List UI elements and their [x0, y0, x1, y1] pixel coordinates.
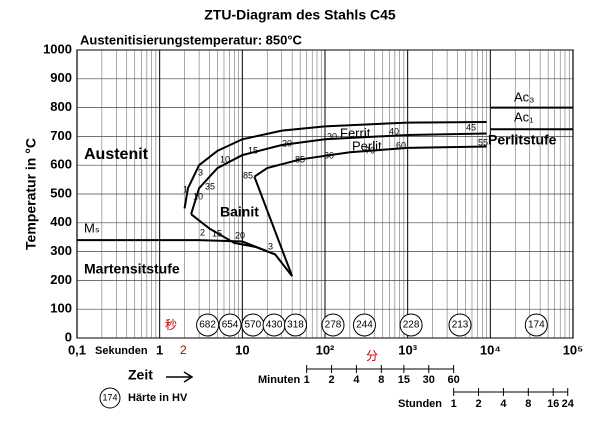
annotation: 15 — [212, 228, 222, 238]
hardness-label: 174 — [528, 320, 545, 331]
y-tick-label: 300 — [50, 243, 72, 258]
hour-tick-label: 16 — [547, 398, 559, 410]
hour-tick-label: 1 — [451, 398, 457, 410]
red-label: 分 — [366, 349, 378, 363]
legend-sample: 174 — [102, 392, 117, 402]
annotation: 60 — [396, 140, 406, 150]
minutes-label: Minuten — [258, 374, 300, 386]
minute-tick-label: 1 — [304, 374, 310, 386]
legend-circle — [99, 387, 121, 409]
hardness-circle — [448, 313, 472, 337]
hardness-label: 278 — [325, 320, 342, 331]
legend-text: Härte in HV — [128, 392, 188, 404]
hour-tick-label: 24 — [562, 398, 575, 410]
hardness-label: 318 — [287, 320, 304, 331]
series-line — [253, 176, 294, 277]
hardness-label: 654 — [222, 320, 239, 331]
hardness-circle — [524, 313, 548, 337]
annotation: Perlit — [352, 138, 382, 153]
hardness-label: 244 — [356, 320, 373, 331]
y-axis-label: Temperatur in °C — [23, 138, 39, 250]
x-tick-label: 10 — [235, 342, 249, 357]
minute-tick-label: 15 — [398, 374, 410, 386]
hours-label: Stunden — [398, 398, 442, 410]
annotation: 2 — [200, 227, 205, 237]
y-tick-label: 100 — [50, 301, 72, 316]
y-tick-label: 700 — [50, 128, 72, 143]
annotation: 3 — [198, 167, 203, 177]
x-tick-label: 1 — [156, 342, 163, 357]
annotation: 35 — [205, 181, 215, 191]
annotation: 20 — [235, 230, 245, 240]
annotation: Ac₁ — [514, 109, 534, 124]
series-line — [183, 121, 487, 209]
red-label: 秒 — [165, 318, 177, 332]
series-line — [77, 239, 276, 256]
annotation: 40 — [389, 126, 399, 136]
annotation: 45 — [466, 122, 476, 132]
annotation: Ac₃ — [514, 89, 534, 104]
annotation: 10 — [220, 154, 230, 164]
hardness-circle — [399, 313, 423, 337]
hardness-circle — [352, 313, 376, 337]
series-line — [190, 213, 293, 277]
x-tick-label: 0,1 — [68, 342, 86, 357]
annotation: 85 — [243, 170, 253, 180]
hour-tick-label: 2 — [475, 398, 481, 410]
annotation: Bainit — [220, 204, 259, 220]
y-tick-label: 1000 — [43, 41, 72, 56]
hardness-label: 430 — [266, 320, 283, 331]
hardness-circle — [284, 313, 308, 337]
hardness-label: 570 — [244, 320, 261, 331]
minute-tick-label: 30 — [423, 374, 435, 386]
annotation: 1 — [183, 184, 188, 194]
minute-tick-label: 8 — [378, 374, 384, 386]
x-tick-label: 10⁴ — [480, 342, 501, 357]
annotation: 15 — [248, 145, 258, 155]
hardness-circle — [321, 313, 345, 337]
y-tick-label: 200 — [50, 272, 72, 287]
annotation: 3 — [268, 241, 273, 251]
annotation: Mₛ — [84, 220, 100, 235]
annotation: 55 — [478, 137, 488, 147]
hour-tick-label: 8 — [525, 398, 531, 410]
y-tick-label: 400 — [50, 214, 72, 229]
annotation: Perlitstufe — [488, 132, 557, 148]
annotation: 20 — [282, 138, 292, 148]
x-tick-label: 10³ — [398, 342, 417, 357]
x-tick-label: 10⁵ — [563, 342, 584, 357]
y-tick-label: 600 — [50, 157, 72, 172]
arrow — [166, 371, 194, 383]
y-tick-label: 500 — [50, 185, 72, 200]
x-tick-label: 10² — [316, 342, 335, 357]
series-line — [253, 145, 487, 178]
annotation: 10 — [193, 191, 203, 201]
series-line — [190, 132, 487, 215]
annotation: 30 — [327, 131, 337, 141]
annotation: Ferrit — [340, 125, 371, 140]
annotation: Martensitstufe — [84, 261, 180, 277]
chart-title: ZTU-Diagram des Stahls C45 — [204, 7, 396, 23]
minute-tick-label: 4 — [353, 374, 360, 386]
hardness-label: 682 — [199, 320, 216, 331]
annotation: Austenit — [84, 146, 149, 163]
subtitle: Austenitisierungstemperatur: 850°C — [80, 32, 303, 47]
y-tick-label: 800 — [50, 99, 72, 114]
hardness-label: 213 — [452, 320, 469, 331]
hour-tick-label: 4 — [500, 398, 507, 410]
y-tick-label: 900 — [50, 70, 72, 85]
hardness-circle — [218, 313, 242, 337]
hardness-label: 228 — [403, 320, 420, 331]
annotation: 80 — [324, 150, 334, 160]
y-tick-label: 0 — [65, 329, 72, 344]
minute-tick-label: 2 — [328, 374, 334, 386]
x-axis-label: Zeit — [128, 367, 153, 383]
annotation: 70 — [365, 145, 375, 155]
minute-tick-label: 60 — [448, 374, 460, 386]
red-label: 2 — [180, 343, 187, 357]
seconds-label: Sekunden — [95, 345, 148, 357]
annotation: 85 — [295, 154, 305, 164]
